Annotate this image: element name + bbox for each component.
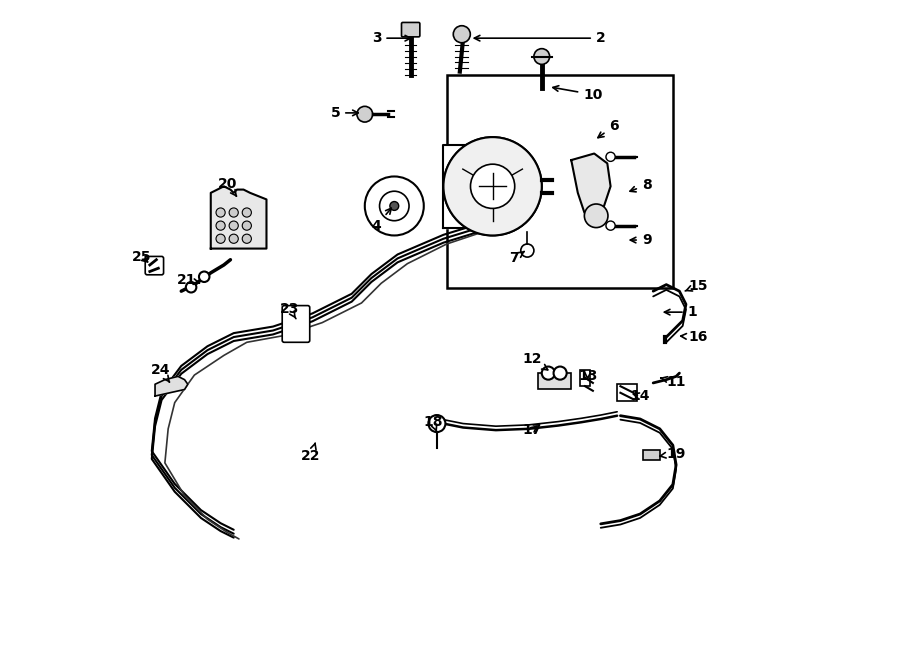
Text: 3: 3 [372,31,410,45]
FancyBboxPatch shape [283,305,310,342]
Text: 24: 24 [150,363,170,382]
Circle shape [534,49,550,64]
Circle shape [230,208,238,217]
Text: 8: 8 [630,178,652,192]
Text: 7: 7 [509,251,525,266]
Circle shape [542,367,555,379]
Bar [617,384,637,401]
Polygon shape [572,153,610,219]
Text: 23: 23 [280,302,299,319]
FancyBboxPatch shape [145,256,164,275]
Text: 22: 22 [302,444,320,463]
Text: 21: 21 [176,273,200,287]
Text: 20: 20 [218,176,237,196]
Circle shape [242,221,251,230]
Bar [580,369,590,386]
Bar [538,373,572,389]
Circle shape [428,415,446,432]
Text: 12: 12 [522,352,548,370]
Circle shape [606,152,616,161]
Circle shape [584,204,608,227]
Text: 2: 2 [474,31,606,45]
Circle shape [186,282,196,292]
Circle shape [357,106,373,122]
Circle shape [216,234,225,243]
Text: 15: 15 [685,279,707,293]
Circle shape [230,234,238,243]
Text: 11: 11 [661,375,686,389]
Text: 10: 10 [553,86,603,102]
Circle shape [364,176,424,235]
Text: 19: 19 [660,447,686,461]
Circle shape [216,208,225,217]
Circle shape [242,208,251,217]
Polygon shape [211,186,266,249]
FancyBboxPatch shape [401,22,419,37]
Text: 4: 4 [372,208,392,233]
Text: 13: 13 [578,369,598,383]
Circle shape [465,159,519,214]
Circle shape [199,272,210,282]
Text: 25: 25 [132,250,152,264]
Text: 1: 1 [664,305,698,319]
Circle shape [554,367,567,379]
Circle shape [390,202,399,210]
Bar [446,75,673,288]
Circle shape [471,164,515,208]
Circle shape [380,191,409,221]
Text: 5: 5 [330,106,358,120]
Circle shape [242,234,251,243]
Circle shape [606,221,616,230]
Text: 17: 17 [522,423,542,437]
Circle shape [444,137,542,235]
Text: 18: 18 [423,415,443,432]
Circle shape [454,26,471,43]
Polygon shape [155,376,188,396]
Circle shape [216,221,225,230]
Circle shape [444,137,542,235]
Bar [644,450,660,460]
Text: 14: 14 [630,389,650,403]
Circle shape [521,244,534,257]
Polygon shape [444,145,508,228]
Text: 9: 9 [630,233,652,247]
Text: 6: 6 [598,119,618,137]
Text: 16: 16 [680,330,707,344]
Circle shape [230,221,238,230]
